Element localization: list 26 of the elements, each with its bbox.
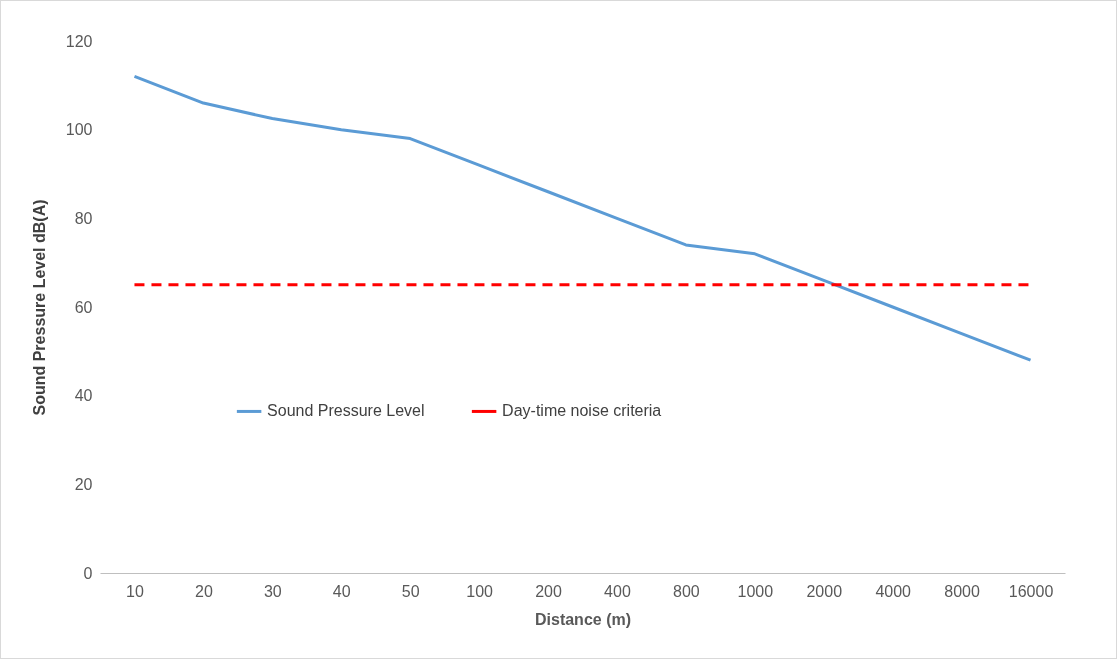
y-axis-title: Sound Pressure Level dB(A) [30, 199, 48, 416]
x-tick-label: 100 [466, 582, 494, 600]
x-tick-label: 4000 [875, 582, 912, 600]
legend-label: Sound Pressure Level [267, 402, 425, 420]
x-tick-label: 800 [673, 582, 700, 600]
y-tick-label: 0 [83, 564, 93, 582]
x-tick-label: 50 [401, 582, 420, 600]
x-tick-label: 16000 [1008, 582, 1054, 600]
x-tick-label: 20 [194, 582, 213, 600]
x-tick-label: 400 [604, 582, 631, 600]
x-tick-label: 30 [263, 582, 282, 600]
y-tick-label: 60 [74, 298, 93, 316]
y-tick-label: 80 [74, 209, 93, 227]
line-series [132, 74, 1033, 362]
x-tick-label: 8000 [944, 582, 981, 600]
x-tick-label: 200 [535, 582, 562, 600]
y-tick-label: 20 [74, 475, 93, 493]
y-tick-label: 100 [65, 121, 93, 139]
x-tick-label: 1000 [737, 582, 774, 600]
x-tick-label: 10 [126, 582, 144, 600]
legend-label: Day-time noise criteria [502, 402, 662, 420]
x-tick-label: 40 [332, 582, 351, 600]
x-axis-title: Distance (m) [534, 610, 632, 628]
x-tick-label: 2000 [806, 582, 843, 600]
y-tick-label: 40 [74, 387, 93, 405]
y-tick-label: 120 [65, 32, 93, 50]
